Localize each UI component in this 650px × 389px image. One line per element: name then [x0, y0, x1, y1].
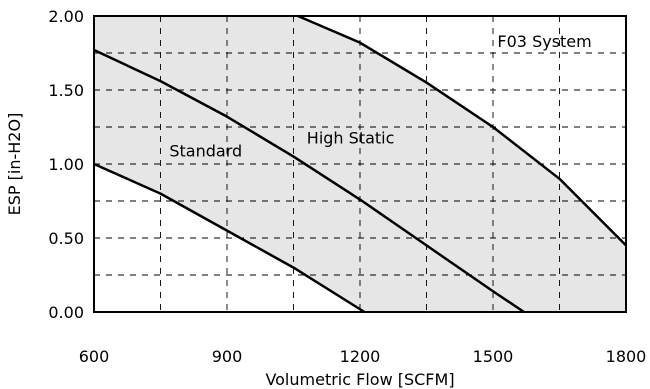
plot-border [93, 15, 627, 313]
region-label: High Static [307, 128, 395, 147]
y-tick-label: 0.50 [48, 229, 84, 248]
x-tick-label: 1800 [606, 347, 647, 366]
y-tick-label: 1.50 [48, 81, 84, 100]
series-line-3 [297, 14, 627, 247]
grid [94, 16, 626, 312]
x-tick-label: 600 [79, 347, 110, 366]
y-tick-label: 1.00 [48, 155, 84, 174]
x-tick-labels: 600 900 1200 1500 1800 [79, 347, 647, 366]
x-tick-label: 1200 [340, 347, 381, 366]
x-tick-label: 1500 [473, 347, 514, 366]
x-tick-label: 900 [212, 347, 243, 366]
region-label: Standard [169, 142, 242, 161]
region-labels: Standard High Static F03 System [169, 32, 591, 161]
y-axis-title: ESP [in-H2O] [5, 113, 24, 216]
x-axis-title: Volumetric Flow [SCFM] [265, 370, 454, 389]
series-lines [93, 14, 627, 314]
series-line-2 [93, 48, 525, 314]
y-tick-label: 0.00 [48, 303, 84, 322]
y-tick-label: 2.00 [48, 7, 84, 26]
series-line-1 [93, 162, 366, 314]
region-label: F03 System [497, 32, 591, 51]
y-tick-labels: 0.00 0.50 1.00 1.50 2.00 [48, 7, 84, 322]
